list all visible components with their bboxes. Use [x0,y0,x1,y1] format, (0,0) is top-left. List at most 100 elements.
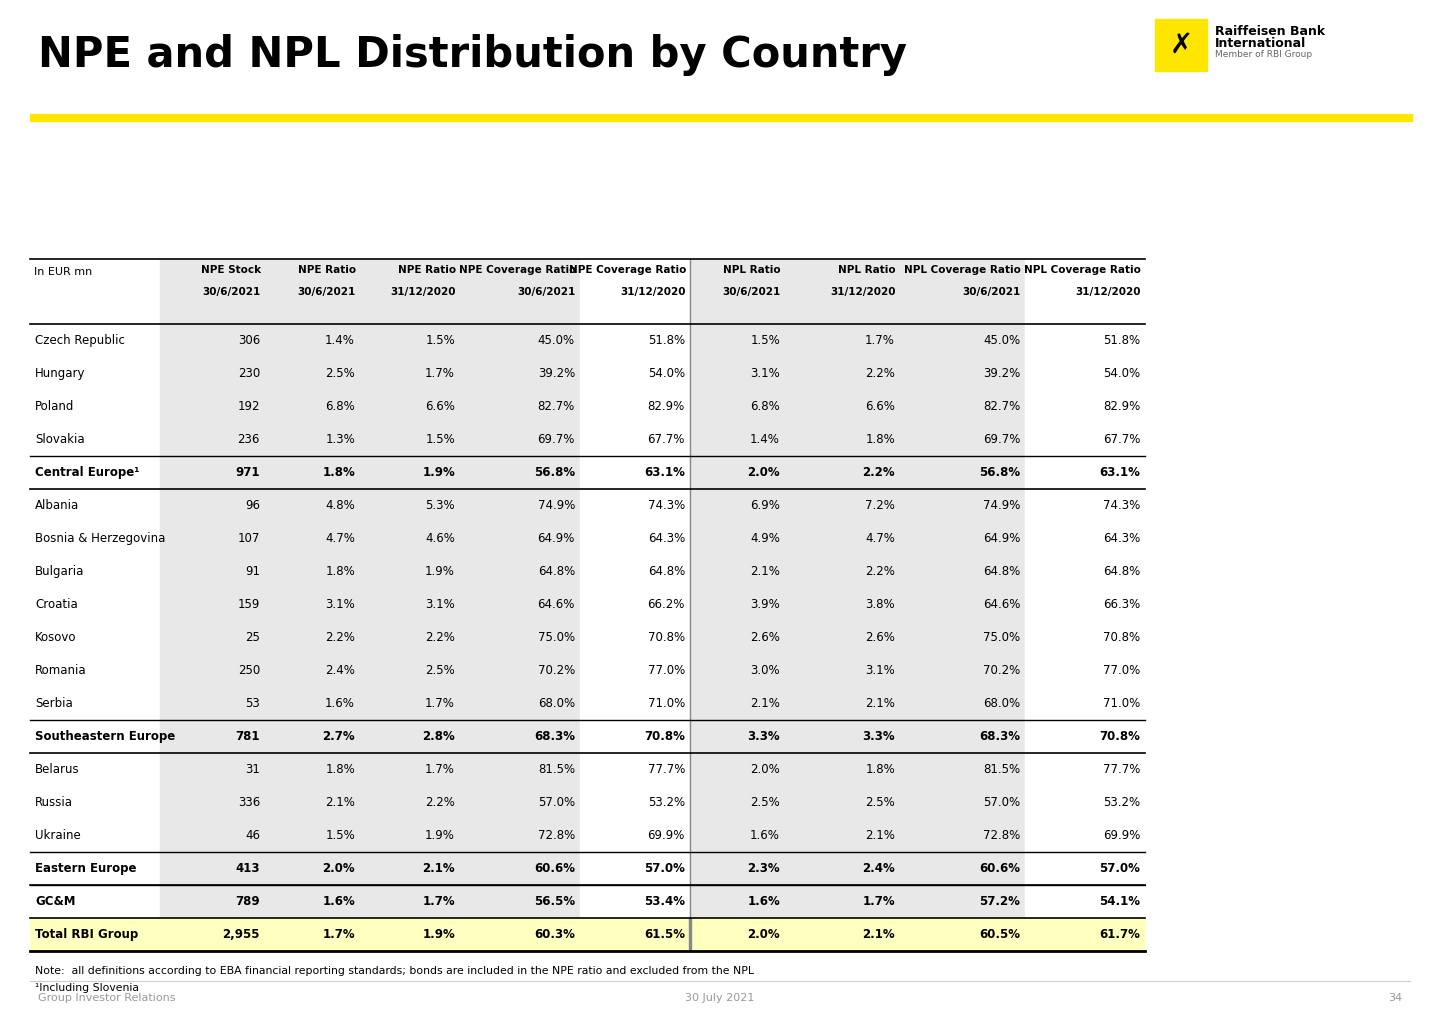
Bar [688,918,691,951]
Bar [900,259,1025,951]
Text: 57.2%: 57.2% [979,895,1020,908]
Text: Belarus: Belarus [35,763,79,776]
Text: 3.3%: 3.3% [863,730,896,743]
Text: 4.8%: 4.8% [325,499,356,512]
Text: 64.3%: 64.3% [1103,532,1140,545]
Text: 3.1%: 3.1% [325,598,356,611]
Text: 1.8%: 1.8% [323,466,356,479]
Text: 2.0%: 2.0% [747,928,780,941]
Text: 2.5%: 2.5% [325,367,356,380]
Text: 1.7%: 1.7% [425,763,455,776]
Text: ¹Including Slovenia: ¹Including Slovenia [35,983,140,993]
Text: 107: 107 [238,532,261,545]
Text: 68.0%: 68.0% [984,697,1020,710]
Text: Bosnia & Herzegovina: Bosnia & Herzegovina [35,532,166,545]
Text: 30/6/2021: 30/6/2021 [298,287,356,297]
Bar [690,259,785,951]
Text: 39.2%: 39.2% [982,367,1020,380]
Text: 2.1%: 2.1% [863,928,896,941]
Text: NPE Ratio: NPE Ratio [298,265,356,275]
Text: 53.4%: 53.4% [644,895,685,908]
Text: 1.7%: 1.7% [422,895,455,908]
Text: 2.2%: 2.2% [865,565,896,578]
Text: 74.3%: 74.3% [648,499,685,512]
Text: 789: 789 [235,895,261,908]
Text: 70.8%: 70.8% [644,730,685,743]
Text: Russia: Russia [35,796,73,809]
Text: 2.2%: 2.2% [863,466,896,479]
Text: 53.2%: 53.2% [1103,796,1140,809]
Text: 1.8%: 1.8% [865,433,896,446]
Text: 7.2%: 7.2% [865,499,896,512]
Text: 60.3%: 60.3% [534,928,575,941]
Text: 74.9%: 74.9% [982,499,1020,512]
Text: 91: 91 [245,565,261,578]
Text: 71.0%: 71.0% [648,697,685,710]
Text: 70.2%: 70.2% [537,664,575,677]
Text: 2.3%: 2.3% [747,862,780,875]
Bar [30,918,1145,951]
Text: 2.2%: 2.2% [425,631,455,644]
Text: NPE Coverage Ratio: NPE Coverage Ratio [569,265,685,275]
Text: 6.6%: 6.6% [425,400,455,413]
Text: 971: 971 [236,466,261,479]
Text: Slovakia: Slovakia [35,433,85,446]
Text: 39.2%: 39.2% [537,367,575,380]
Text: 51.8%: 51.8% [648,334,685,347]
Text: 2.1%: 2.1% [865,829,896,842]
Text: 66.2%: 66.2% [648,598,685,611]
Text: 45.0%: 45.0% [539,334,575,347]
Text: 67.7%: 67.7% [648,433,685,446]
Text: International: International [1215,37,1306,50]
Text: 31/12/2020: 31/12/2020 [831,287,896,297]
Text: 77.0%: 77.0% [1103,664,1140,677]
Text: 75.0%: 75.0% [539,631,575,644]
Text: 2.4%: 2.4% [863,862,896,875]
Text: 30/6/2021: 30/6/2021 [203,287,261,297]
Text: Albania: Albania [35,499,79,512]
Text: 3.1%: 3.1% [865,664,896,677]
Text: 1.9%: 1.9% [425,829,455,842]
Text: ✗: ✗ [1169,31,1192,59]
Text: Serbia: Serbia [35,697,73,710]
Text: 77.7%: 77.7% [1103,763,1140,776]
Bar [30,114,1413,121]
Text: 64.8%: 64.8% [1103,565,1140,578]
Bar [1025,259,1145,951]
Text: Eastern Europe: Eastern Europe [35,862,137,875]
Text: In EUR mn: In EUR mn [35,267,92,277]
Text: 2,955: 2,955 [223,928,261,941]
Text: 64.9%: 64.9% [537,532,575,545]
Text: 31/12/2020: 31/12/2020 [621,287,685,297]
Text: Note:  all definitions according to EBA financial reporting standards; bonds are: Note: all definitions according to EBA f… [35,966,755,976]
Bar [580,259,690,951]
Text: 781: 781 [236,730,261,743]
Text: 2.1%: 2.1% [865,697,896,710]
Text: Raiffeisen Bank: Raiffeisen Bank [1215,25,1325,38]
Text: 2.1%: 2.1% [750,697,780,710]
Text: 1.8%: 1.8% [325,565,356,578]
Text: 6.6%: 6.6% [865,400,896,413]
Text: 4.6%: 4.6% [425,532,455,545]
Text: Ukraine: Ukraine [35,829,81,842]
Text: 63.1%: 63.1% [1099,466,1140,479]
Text: 6.8%: 6.8% [325,400,356,413]
Text: NPL Coverage Ratio: NPL Coverage Ratio [904,265,1021,275]
Text: 74.9%: 74.9% [537,499,575,512]
Text: 1.4%: 1.4% [325,334,356,347]
Text: Member of RBI Group: Member of RBI Group [1215,50,1312,59]
Text: 2.0%: 2.0% [750,763,780,776]
Text: 2.7%: 2.7% [323,730,356,743]
Text: 68.0%: 68.0% [539,697,575,710]
Text: 2.2%: 2.2% [425,796,455,809]
Bar [459,259,580,951]
Text: NPL Ratio: NPL Ratio [838,265,896,275]
Text: 31/12/2020: 31/12/2020 [390,287,456,297]
Text: 3.1%: 3.1% [425,598,455,611]
Text: 1.5%: 1.5% [750,334,780,347]
Text: 57.0%: 57.0% [984,796,1020,809]
Text: 34: 34 [1388,993,1403,1003]
Text: 57.0%: 57.0% [1099,862,1140,875]
Text: Kosovo: Kosovo [35,631,76,644]
Text: 57.0%: 57.0% [644,862,685,875]
